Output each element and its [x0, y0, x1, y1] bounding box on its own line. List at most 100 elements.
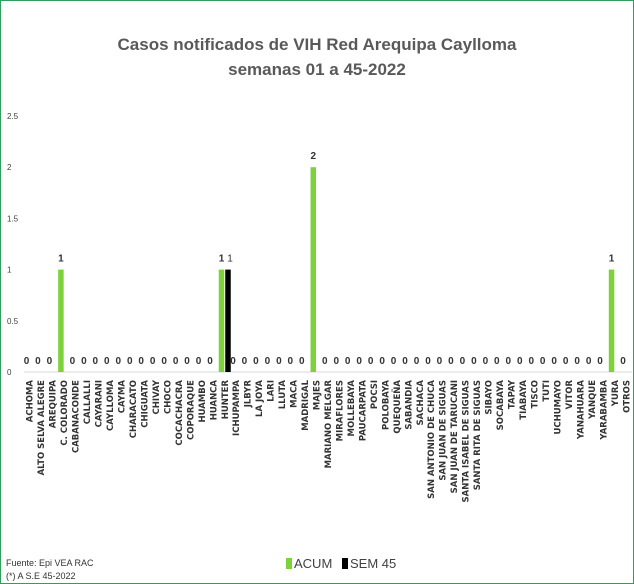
category-label: CHIGUATA	[140, 380, 150, 428]
category-label: CAYMA	[118, 380, 128, 414]
legend-swatch-acum	[286, 558, 292, 569]
data-label-acum: 0	[138, 356, 144, 367]
category-label: MIRAFLORES	[335, 380, 345, 441]
y-tick-label: 2.5	[7, 112, 19, 121]
data-label-acum: 0	[265, 356, 271, 367]
data-label-acum: 0	[414, 356, 420, 367]
category-label: CHOCO	[163, 380, 173, 414]
category-label: CABANACONDE	[72, 380, 82, 453]
y-tick-label: 0	[7, 368, 12, 377]
category-label: LARI	[267, 380, 277, 402]
y-axis: 0 0.5 1 1.5 2 2.5	[7, 112, 632, 377]
data-label-acum: 0	[574, 356, 580, 367]
x-axis: ACHOMA ALTO SELVA ALEGRE AREQUIPA C. COLORA…	[26, 379, 633, 502]
data-label-acum: 0	[35, 356, 41, 367]
plot-area: 0 0 010 0 0 0 0 0 0 0 0 0 0 0 01 10 0 0 0 0 0 020 0 0 0 0 0 0 0 0 0 0 0 0…	[24, 151, 626, 372]
category-label: YANAHUARA	[576, 380, 586, 440]
data-label-acum: 0	[356, 356, 362, 367]
category-label: CALLALLI	[83, 380, 93, 424]
data-label-acum: 0	[24, 356, 30, 367]
category-label: SIBAYO	[485, 380, 495, 415]
bar-acum	[310, 167, 317, 372]
data-label-acum: 0	[379, 356, 385, 367]
category-label: TUTI	[542, 380, 552, 402]
category-label: COCACHACRA	[175, 380, 185, 446]
data-label-acum: 0	[196, 356, 202, 367]
category-label: LA JOYA	[255, 380, 265, 417]
category-label: MARIANO MELGAR	[324, 380, 334, 469]
chart-subtitle: semanas 01 a 45-2022	[228, 60, 406, 79]
data-label-acum: 0	[494, 356, 500, 367]
data-label-acum: 0	[597, 356, 603, 367]
source-note: Fuente: Epi VEA RAC	[6, 558, 94, 568]
category-label: CAYLLOMA	[106, 380, 116, 431]
data-label-acum: 0	[288, 356, 294, 367]
data-label-acum: 0	[620, 356, 626, 367]
category-label: MADRIGAL	[301, 379, 311, 430]
footnote: (*) A S.E 45-2022	[6, 571, 76, 581]
data-label-acum: 0	[425, 356, 431, 367]
data-label-acum: 0	[563, 356, 569, 367]
category-label: C. COLORADO	[60, 380, 70, 446]
legend-swatch-sem45	[342, 558, 348, 569]
data-label-acum: 0	[437, 356, 443, 367]
data-label-acum: 0	[391, 356, 397, 367]
category-label: TAPAY	[508, 379, 518, 409]
chart-title: Casos notificados de VIH Red Arequipa Ca…	[118, 35, 518, 54]
category-label: JLBYR	[244, 380, 254, 409]
data-label-acum: 0	[150, 356, 156, 367]
data-label-acum: 0	[299, 356, 305, 367]
data-label-acum: 0	[460, 356, 466, 367]
data-label-acum: 0	[81, 356, 87, 367]
data-label-acum: 0	[115, 356, 121, 367]
data-label-acum: 0	[483, 356, 489, 367]
data-label-acum: 0	[104, 356, 110, 367]
category-label: HUAMBO	[198, 380, 208, 423]
bar-acum	[58, 269, 64, 372]
category-label: POLOBAYA	[381, 380, 391, 430]
data-label-acum: 0	[517, 356, 523, 367]
category-label: YARABAMBA	[599, 380, 609, 441]
category-label: TISCO	[530, 380, 540, 409]
data-label-acum: 0	[368, 356, 374, 367]
category-label: SAN ANTONIO DE CHUCA	[427, 380, 437, 499]
data-label-acum: 0	[528, 356, 534, 367]
data-label-acum: 0	[230, 356, 236, 367]
category-label: HUANCA	[209, 380, 219, 421]
y-tick-label: 0.5	[7, 317, 19, 326]
category-label: QUEQUEÑA	[392, 380, 403, 434]
legend: ACUM SEM 45	[286, 556, 396, 571]
data-label-acum: 2	[310, 151, 316, 162]
category-label: POCSI	[370, 380, 380, 409]
legend-label-acum: ACUM	[294, 556, 332, 571]
data-label-acum: 0	[402, 356, 408, 367]
category-label: AREQUIPA	[49, 380, 59, 429]
data-label-acum: 0	[506, 356, 512, 367]
category-label: CAYARANI	[95, 380, 105, 427]
category-label: ACHOMA	[26, 380, 36, 423]
data-label-acum: 0	[276, 356, 282, 367]
data-label-acum: 0	[540, 356, 546, 367]
data-label-acum: 0	[93, 356, 99, 367]
category-label: TIABAYA	[519, 380, 529, 420]
category-label: VITOR	[565, 380, 575, 410]
category-label: OTROS	[622, 380, 632, 413]
category-label: COPORAQUE	[186, 380, 196, 440]
legend-label-sem45: SEM 45	[350, 556, 396, 571]
data-label-acum: 0	[207, 356, 213, 367]
category-label: ICHUPAMPA	[232, 380, 242, 436]
y-tick-label: 1.5	[7, 214, 19, 223]
data-label-acum: 1	[609, 254, 615, 265]
category-label: UCHUMAYO	[553, 380, 563, 434]
category-label: SACHACA	[416, 380, 426, 426]
bar-sem45	[225, 269, 231, 372]
y-tick-label: 2	[7, 163, 12, 172]
category-label: SOCABAYA	[496, 380, 506, 431]
category-label: SAN JUAN DE TARUCANI	[450, 380, 460, 493]
data-label-acum: 0	[70, 356, 76, 367]
data-label-acum: 0	[551, 356, 557, 367]
category-label: SANTA ISABEL DE SIGUAS	[462, 380, 472, 502]
category-label: SAN JUAN DE SIGUAS	[439, 380, 449, 481]
